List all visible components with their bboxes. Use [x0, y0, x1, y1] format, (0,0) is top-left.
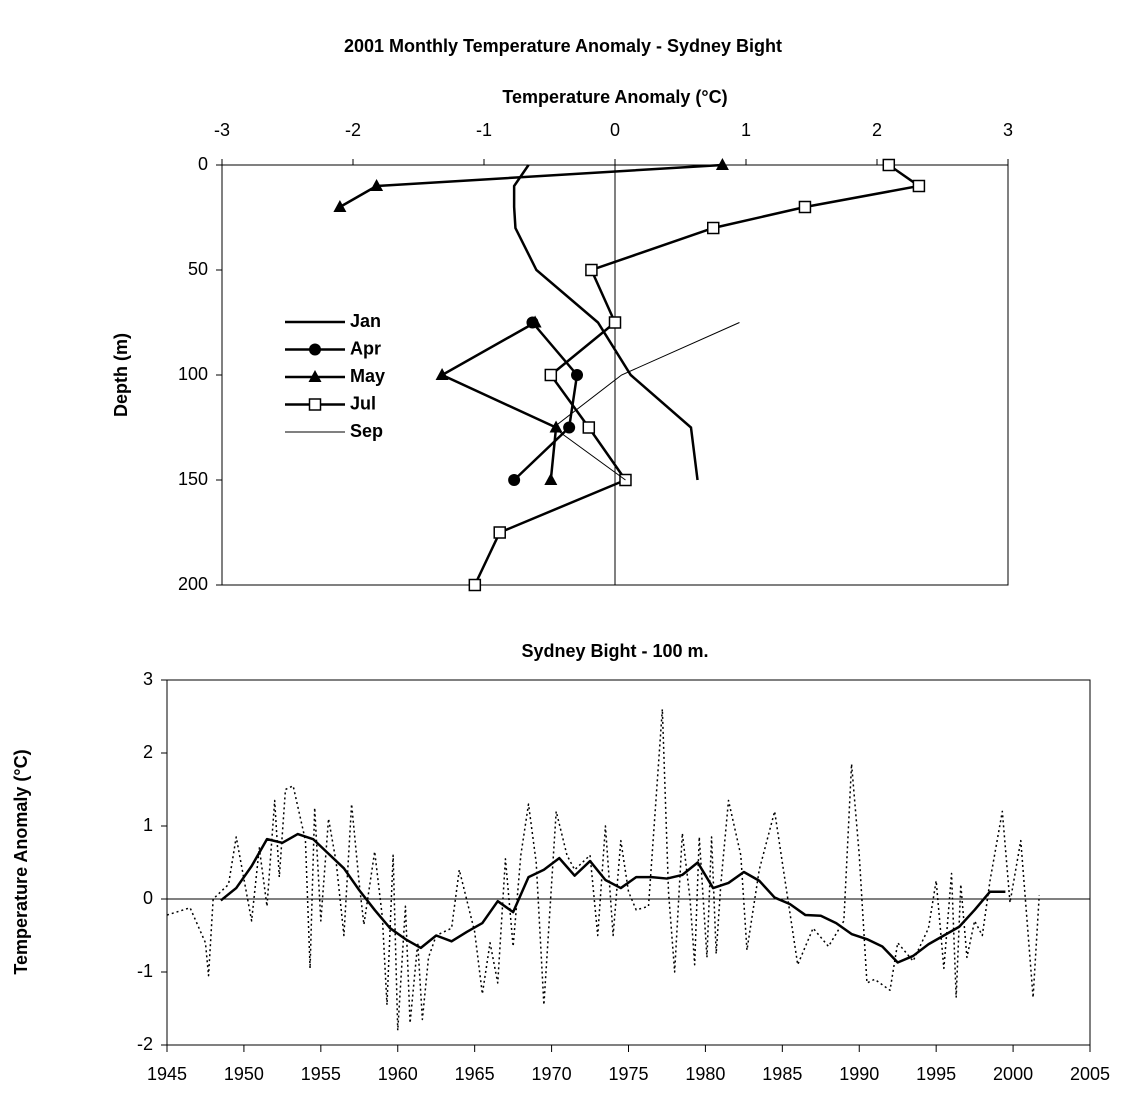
series-line [220, 832, 1006, 964]
chart-title: 2001 Monthly Temperature Anomaly - Sydne… [344, 36, 782, 56]
marker [308, 370, 322, 382]
marker [882, 158, 896, 172]
y-tick-label: 1 [143, 815, 153, 835]
marker [585, 263, 598, 277]
legend-label: May [350, 366, 385, 386]
marker [549, 420, 563, 433]
y-tick-label: -1 [137, 961, 153, 981]
x-tick-label: 1995 [916, 1064, 956, 1084]
series-line [552, 322, 740, 481]
x-tick-label: 3 [1003, 120, 1013, 140]
x-tick-label: 1970 [532, 1064, 572, 1084]
marker [563, 421, 576, 434]
x-tick-label: 1980 [685, 1064, 725, 1084]
x-tick-label: 1 [741, 120, 751, 140]
y-tick-label: -2 [137, 1034, 153, 1054]
y-tick-label: 2 [143, 742, 153, 762]
plot-area [166, 679, 1091, 1046]
y-axis-title: Temperature Anomaly (°C) [11, 749, 31, 974]
x-tick-label: -1 [476, 120, 492, 140]
chart-title: Sydney Bight - 100 m. [521, 641, 708, 661]
marker [333, 200, 347, 212]
marker [798, 200, 812, 214]
x-tick-label: 1955 [301, 1064, 341, 1084]
x-axis-title: Temperature Anomaly (°C) [502, 87, 727, 107]
y-tick-label: 200 [178, 574, 208, 594]
y-axis-title: Depth (m) [111, 333, 131, 417]
series-line [473, 163, 923, 586]
marker [571, 369, 584, 381]
x-tick-label: 1945 [147, 1064, 187, 1084]
marker [468, 578, 482, 592]
x-tick-label: 1965 [455, 1064, 495, 1084]
series-line [513, 321, 579, 481]
x-tick-label: -2 [345, 120, 361, 140]
marker [308, 398, 322, 411]
legend-label: Apr [350, 338, 381, 358]
marker [715, 158, 729, 170]
marker [582, 421, 596, 434]
legend-label: Jan [350, 311, 381, 331]
marker [493, 526, 506, 539]
x-tick-label: 1950 [224, 1064, 264, 1084]
y-tick-label: 3 [143, 669, 153, 689]
x-tick-label: 2000 [993, 1064, 1033, 1084]
marker [370, 179, 384, 191]
marker [508, 474, 521, 486]
x-tick-label: 0 [610, 120, 620, 140]
x-tick-label: 1985 [762, 1064, 802, 1084]
marker [912, 179, 926, 193]
y-tick-label: 0 [198, 154, 208, 174]
marker [435, 368, 449, 380]
x-tick-label: 2 [872, 120, 882, 140]
series-line [166, 708, 1040, 1032]
legend-label: Sep [350, 421, 383, 441]
x-tick-label: 1975 [608, 1064, 648, 1084]
y-tick-label: 100 [178, 364, 208, 384]
marker [707, 221, 720, 235]
legend-label: Jul [350, 393, 376, 413]
x-tick-label: 1960 [378, 1064, 418, 1084]
y-tick-label: 0 [143, 888, 153, 908]
x-tick-label: -3 [214, 120, 230, 140]
marker [309, 343, 321, 356]
marker [528, 315, 542, 328]
marker [544, 473, 558, 485]
marker [608, 316, 622, 329]
y-tick-label: 50 [188, 259, 208, 279]
series-line [512, 164, 699, 481]
x-tick-label: 1990 [839, 1064, 879, 1084]
marker [544, 368, 558, 382]
x-tick-label: 2005 [1070, 1064, 1110, 1084]
y-tick-label: 150 [178, 469, 208, 489]
